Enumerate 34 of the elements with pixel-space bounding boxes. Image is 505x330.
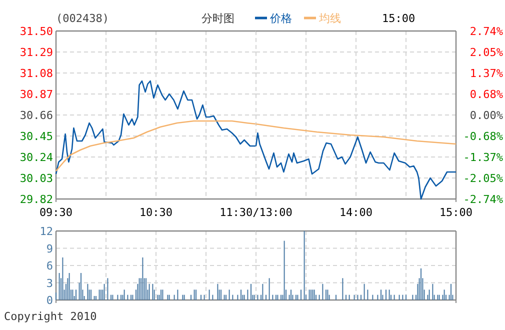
text: 15:00 (382, 12, 416, 25)
y-tick-label: 30.87 (20, 88, 53, 101)
text: 0.00% (470, 109, 503, 122)
x-tick-label: 11:30/13:00 (220, 206, 292, 219)
y-tick-label: 9 (46, 242, 53, 256)
x-tick-label: 10:30 (139, 206, 173, 219)
text: 2.05% (470, 46, 503, 60)
text: 2.74% (470, 25, 503, 38)
y-tick-label: 31.50 (20, 25, 53, 38)
chart-subtitle: 分时图 (202, 12, 234, 25)
text: 0.68% (470, 88, 503, 102)
y-tick-label: 12 (40, 225, 53, 238)
y-tick-label: 3 (46, 276, 53, 290)
text: -0.68% (463, 130, 503, 143)
y-tick-label: 31.29 (20, 46, 53, 59)
y-tick-label: 6 (46, 260, 53, 272)
y-tick-label: 30.66 (20, 109, 53, 122)
y-tick-label: 29.82 (20, 193, 53, 206)
legend-label: 价格 (269, 12, 292, 25)
text: Copyright 2010 (4, 310, 97, 323)
text: -2.05% (463, 172, 503, 185)
x-tick-label: 09:30 (39, 206, 73, 219)
x-tick-label: 14:00 (339, 206, 373, 219)
y-tick-label: 30.03 (20, 172, 53, 185)
y-tick-label: 30.45 (20, 130, 53, 143)
y-tick-label: 31.08 (20, 67, 53, 80)
y-tick-label: 0 (46, 294, 53, 307)
text: -1.37% (463, 151, 503, 164)
legend-label: 均线 (318, 12, 341, 25)
chart-title: (002438) (56, 12, 109, 25)
text: 1.37% (470, 67, 503, 80)
x-tick-label: 15:00 (439, 206, 473, 219)
y-tick-label: 30.24 (20, 151, 54, 164)
text: -2.74% (463, 193, 503, 206)
